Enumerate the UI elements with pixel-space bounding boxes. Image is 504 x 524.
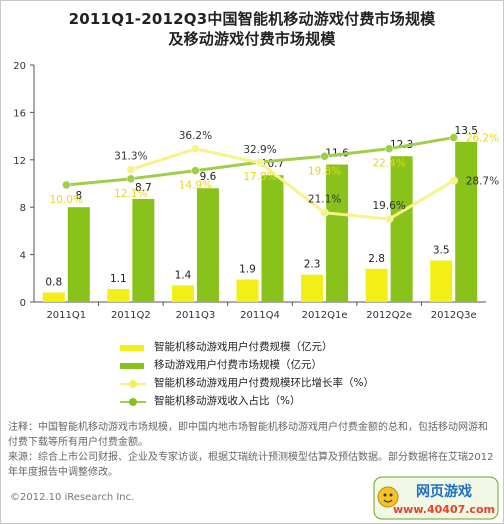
bar-mobile-revenue bbox=[132, 198, 155, 302]
watermark-logo: 网页游戏 www.40407.com bbox=[373, 476, 499, 520]
point-growth-rate bbox=[126, 165, 136, 174]
bar-label-mobile-revenue: 8.7 bbox=[135, 182, 152, 194]
line-growth-rate bbox=[130, 147, 455, 221]
legend-label-mobile-revenue: 移动游戏用户付费市场规模（亿元） bbox=[154, 359, 322, 371]
legend-item-share: 智能机移动游戏收入占比（%） bbox=[120, 392, 420, 410]
y-tick-label: 16 bbox=[13, 108, 26, 119]
bar-smartphone-revenue bbox=[301, 274, 324, 302]
point-label-share: 12.1% bbox=[114, 188, 147, 200]
bar-mobile-revenue bbox=[390, 156, 413, 302]
bar-smartphone-revenue bbox=[171, 285, 194, 302]
bar-mobile-revenue bbox=[326, 164, 349, 302]
legend-item-growth-rate: 智能机移动游戏用户付费规模环比增长率（%） bbox=[120, 374, 420, 392]
svg-text:www.40407.com: www.40407.com bbox=[393, 503, 495, 516]
legend-item-smartphone-revenue: 智能机移动游戏用户付费规模（亿元） bbox=[120, 338, 420, 356]
bar-label-mobile-revenue: 9.6 bbox=[200, 171, 217, 183]
y-tick-label: 20 bbox=[13, 61, 26, 72]
point-label-share: 10.0% bbox=[50, 194, 83, 206]
point-share bbox=[320, 152, 329, 161]
note-definition: 注释：中国智能机移动游戏市场规模，即中国内地市场智能机移动游戏用户付费金额的总和… bbox=[8, 422, 488, 448]
y-tick-label: 4 bbox=[20, 251, 26, 262]
note-source: 来源：综合上市公司财报、企业及专家访谈，根据艾瑞统计预测模型估算及预估数据。部分… bbox=[8, 452, 494, 478]
bar-label-smartphone-revenue: 1.1 bbox=[110, 273, 127, 285]
bar-label-smartphone-revenue: 1.9 bbox=[239, 263, 256, 275]
bar-label-mobile-revenue: 13.5 bbox=[455, 125, 478, 137]
copyright-text: ©2012.10 iResearch Inc. bbox=[10, 492, 135, 503]
legend-label-share: 智能机移动游戏收入占比（%） bbox=[154, 395, 301, 407]
x-tick-label: 2012Q1e bbox=[302, 310, 348, 321]
bar-label-smartphone-revenue: 2.3 bbox=[304, 259, 321, 271]
point-share bbox=[449, 133, 458, 142]
svg-text:网页游戏: 网页游戏 bbox=[416, 483, 472, 500]
point-share bbox=[384, 144, 394, 153]
legend-swatch-mobile-revenue bbox=[120, 363, 144, 369]
point-label-share: 17.8% bbox=[243, 171, 276, 183]
point-label-share: 22.4% bbox=[372, 158, 405, 170]
x-tick-label: 2012Q3e bbox=[431, 310, 477, 321]
bar-label-smartphone-revenue: 3.5 bbox=[433, 245, 450, 257]
x-tick-label: 2011Q3 bbox=[176, 310, 216, 321]
point-label-growth-rate: 32.9% bbox=[243, 144, 276, 156]
point-growth-rate bbox=[191, 144, 200, 154]
point-growth-rate bbox=[320, 208, 329, 217]
bar-label-smartphone-revenue: 2.8 bbox=[368, 253, 385, 265]
bar-mobile-revenue bbox=[455, 142, 478, 302]
x-tick-label: 2011Q1 bbox=[46, 310, 86, 321]
point-growth-rate bbox=[255, 158, 265, 168]
legend-marker-growth-rate bbox=[129, 380, 137, 388]
point-share bbox=[126, 174, 136, 184]
point-label-growth-rate: 31.3% bbox=[114, 151, 147, 163]
bar-smartphone-revenue bbox=[107, 288, 130, 302]
point-label-share: 19.8% bbox=[308, 165, 341, 177]
x-tick-label: 2011Q4 bbox=[240, 310, 280, 321]
bar-smartphone-revenue bbox=[430, 260, 453, 302]
point-share bbox=[62, 180, 71, 190]
bar-label-mobile-revenue: 8 bbox=[75, 190, 82, 202]
point-growth-rate bbox=[384, 214, 394, 224]
legend-item-mobile-revenue: 移动游戏用户付费市场规模（亿元） bbox=[120, 356, 420, 374]
bar-smartphone-revenue bbox=[236, 279, 259, 302]
legend-swatch-smartphone-revenue bbox=[120, 345, 144, 351]
point-label-growth-rate: 28.7% bbox=[466, 176, 499, 188]
y-tick-label: 8 bbox=[20, 203, 26, 214]
chart-title-line2: 及移动游戏付费市场规模 bbox=[168, 30, 336, 48]
point-label-share: 14.9% bbox=[179, 180, 212, 192]
x-tick-label: 2011Q2 bbox=[111, 310, 151, 321]
bar-smartphone-revenue bbox=[42, 292, 65, 302]
point-label-share: 26.2% bbox=[466, 133, 499, 145]
point-label-growth-rate: 21.1% bbox=[308, 194, 341, 206]
bar-smartphone-revenue bbox=[365, 268, 388, 302]
point-share bbox=[191, 166, 200, 175]
bar-label-smartphone-revenue: 1.4 bbox=[175, 269, 192, 281]
point-label-growth-rate: 36.2% bbox=[179, 130, 212, 142]
legend-marker-share bbox=[129, 398, 137, 406]
legend-label-growth-rate: 智能机移动游戏用户付费规模环比增长率（%） bbox=[154, 377, 374, 389]
chart-title-line1: 2011Q1-2012Q3中国智能机移动游戏付费市场规模 bbox=[68, 10, 436, 28]
point-label-growth-rate: 19.6% bbox=[372, 200, 405, 212]
y-tick-label: 12 bbox=[13, 156, 26, 167]
bar-mobile-revenue bbox=[67, 207, 90, 302]
bar-mobile-revenue bbox=[196, 188, 219, 302]
x-tick-label: 2012Q2e bbox=[366, 310, 412, 321]
chart-legend: 智能机移动游戏用户付费规模（亿元） 移动游戏用户付费市场规模（亿元） 智能机移动… bbox=[120, 338, 420, 410]
chart-notes: 注释：中国智能机移动游戏市场规模，即中国内地市场智能机移动游戏用户付费金额的总和… bbox=[8, 420, 496, 480]
y-tick-label: 0 bbox=[20, 298, 26, 309]
legend-label-smartphone-revenue: 智能机移动游戏用户付费规模（亿元） bbox=[154, 341, 333, 353]
bar-mobile-revenue bbox=[261, 175, 284, 302]
point-growth-rate bbox=[449, 176, 458, 185]
bar-label-smartphone-revenue: 0.8 bbox=[45, 277, 62, 289]
